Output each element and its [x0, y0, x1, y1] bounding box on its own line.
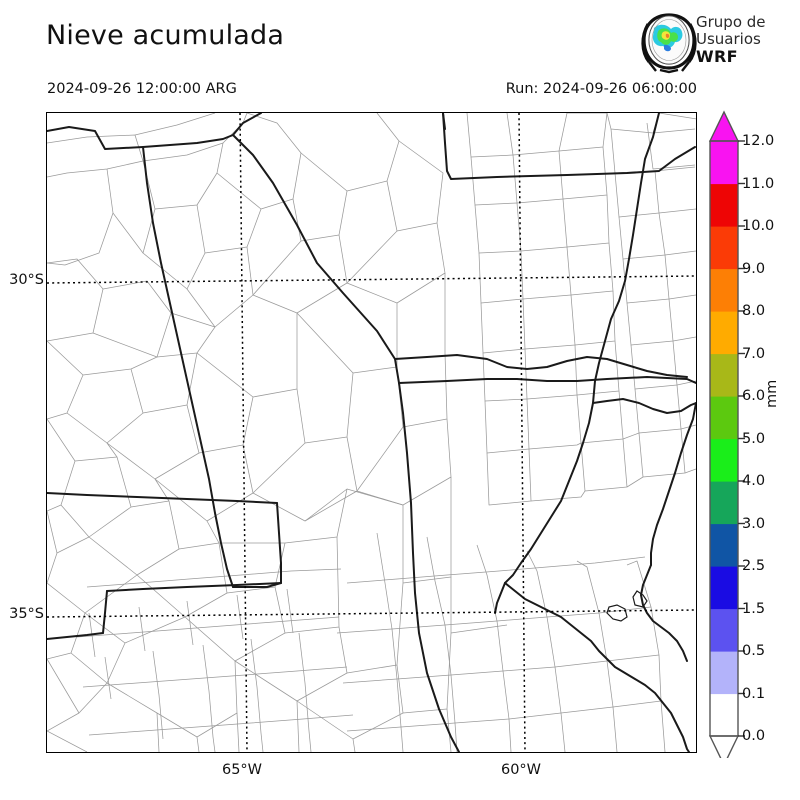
map-vector-layer [47, 113, 696, 752]
colorbar-band [710, 353, 738, 397]
colorbar-band [710, 268, 738, 312]
colorbar-band [710, 523, 738, 567]
colorbar[interactable] [706, 110, 746, 767]
department-boundaries [47, 113, 508, 752]
colorbar-tick-label: 0.0 [742, 728, 766, 744]
graticule-lat-30S [47, 275, 696, 284]
wrf-globe-logo-icon [640, 12, 698, 74]
lat-label-30S: 30°S [9, 272, 44, 288]
colorbar-tick-label: 0.5 [742, 643, 766, 659]
valid-time-label: 2024-09-26 12:00:00 ARG [47, 81, 237, 97]
map-canvas[interactable] [46, 112, 697, 753]
lon-label-60W: 60°W [500, 762, 542, 778]
colorbar-band [710, 651, 738, 695]
logo-line-1: Grupo de [696, 13, 766, 31]
colorbar-band [710, 226, 738, 270]
colorbar-units-label: mm [764, 379, 780, 408]
colorbar-band [710, 141, 738, 185]
colorbar-extend-bottom-arrow [708, 735, 740, 767]
colorbar-band [710, 183, 738, 227]
lat-label-35S: 35°S [9, 606, 44, 622]
colorbar-band [710, 438, 738, 482]
colorbar-tick-label: 0.1 [742, 685, 766, 702]
page-title: Nieve acumulada [46, 20, 285, 51]
colorbar-tick-label: 6.0 [742, 388, 766, 404]
colorbar-tick-label: 3.0 [742, 515, 766, 532]
colorbar-extend-top-arrow [708, 110, 740, 142]
wrf-logo: Grupo de Usuarios WRF [640, 12, 798, 74]
colorbar-tick-label: 11.0 [742, 175, 775, 192]
colorbar-band [710, 481, 738, 525]
colorbar-band [710, 311, 738, 355]
colorbar-tick-label: 5.0 [742, 430, 766, 447]
colorbar-tick-label: 8.0 [742, 303, 766, 319]
colorbar-graphic [708, 110, 745, 767]
department-boundaries-sw [76, 568, 354, 736]
graticule-lat-35S [47, 609, 696, 618]
graticule-lines [47, 113, 696, 752]
colorbar-band [710, 566, 738, 610]
colorbar-tick-label: 4.0 [742, 473, 766, 489]
lon-label-65W: 65°W [221, 762, 263, 778]
colorbar-tick-label: 10.0 [742, 218, 775, 234]
colorbar-tick-label: 9.0 [742, 260, 766, 277]
colorbar-tick-label: 1.5 [742, 600, 766, 617]
colorbar-band [710, 693, 738, 737]
colorbar-tick-label: 2.5 [742, 558, 766, 574]
wrf-logo-text: Grupo de Usuarios WRF [696, 13, 798, 66]
colorbar-tick-label: 7.0 [742, 345, 766, 362]
logo-line-3: WRF [696, 47, 738, 66]
colorbar-band [710, 396, 738, 440]
colorbar-tick-label: 12.0 [742, 133, 775, 149]
run-time-label: Run: 2024-09-26 06:00:00 [505, 81, 697, 97]
coastline-detail [606, 590, 648, 622]
colorbar-band [710, 608, 738, 652]
province-boundaries [47, 113, 696, 752]
logo-line-2: Usuarios [696, 30, 761, 48]
